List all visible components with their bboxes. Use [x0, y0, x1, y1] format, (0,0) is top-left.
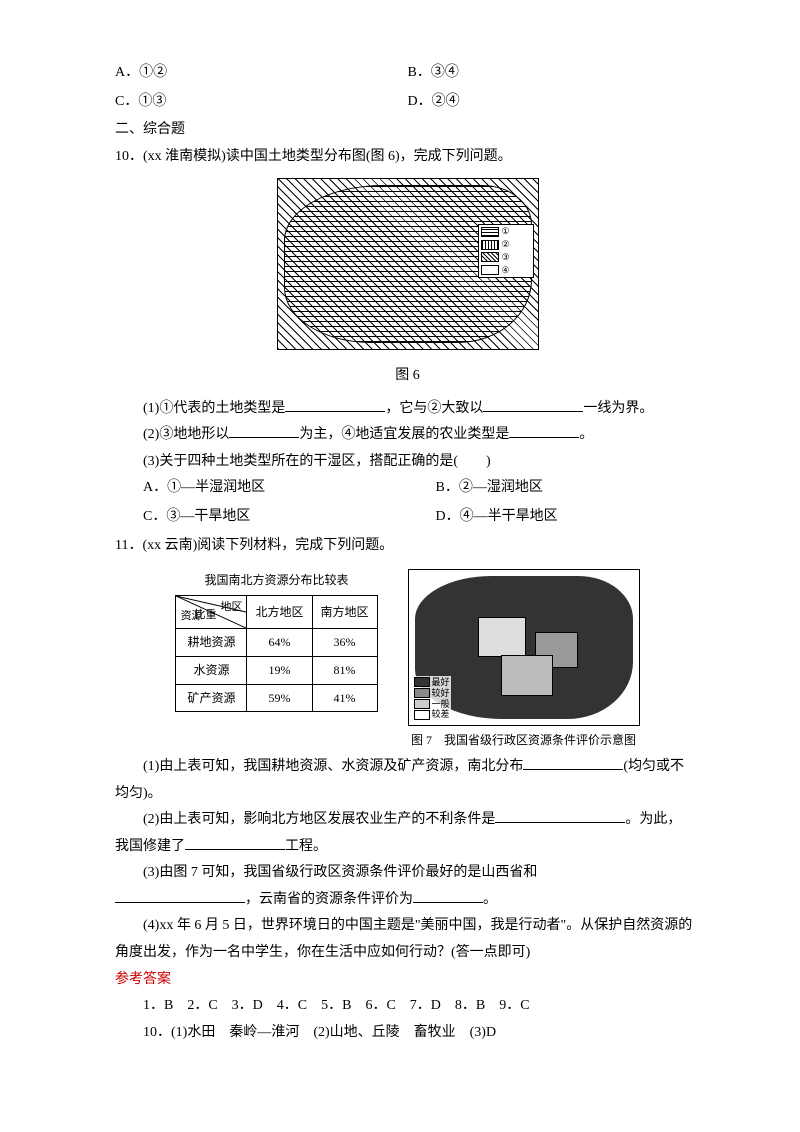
- q11-part3: (3)由图 7 可知，我国省级行政区资源条件评价最好的是山西省和: [115, 860, 700, 887]
- table-row: 矿产资源 59% 41%: [176, 684, 377, 712]
- blank: [185, 835, 285, 850]
- blank: [523, 755, 623, 770]
- figure-7-caption: 图 7 我国省级行政区资源条件评价示意图: [408, 729, 640, 752]
- q11-part3b: ，云南省的资源条件评价为。: [115, 887, 700, 914]
- province-resource-map: 最好 较好 一般 较差: [408, 569, 640, 726]
- section-2-title: 二、综合题: [115, 117, 700, 144]
- q11-part2b: 我国修建了工程。: [115, 834, 700, 861]
- legend-2: ②: [502, 239, 510, 250]
- map2-legend: 最好 较好 一般 较差: [413, 676, 451, 721]
- answers-title: 参考答案: [115, 967, 700, 994]
- blank: [115, 888, 245, 903]
- q11-part2: (2)由上表可知，影响北方地区发展农业生产的不利条件是。为此，: [115, 807, 700, 834]
- q11-part4: (4)xx 年 6 月 5 日，世界环境日的中国主题是"美丽中国，我是行动者"。…: [115, 913, 700, 966]
- q10-choices-row-1: A．①—半湿润地区 B．②—湿润地区: [115, 475, 700, 502]
- table-row: 耕地资源 64% 36%: [176, 628, 377, 656]
- q10-part2: (2)③地地形以为主，④地适宜发展的农业类型是。: [115, 422, 700, 449]
- resource-table: 地区 比重 资源 北方地区 南方地区 耕地资源 64% 36% 水资源 19% …: [175, 595, 377, 712]
- q10-choices-row-2: C．③—干旱地区 D．④—半干旱地区: [115, 504, 700, 531]
- figure-7-wrap: 最好 较好 一般 较差 图 7 我国省级行政区资源条件评价示意图: [408, 569, 640, 752]
- answers-line2: 10．(1)水田 秦岭—淮河 (2)山地、丘陵 畜牧业 (3)D: [115, 1020, 700, 1047]
- q10-stem: 10．(xx 淮南模拟)读中国土地类型分布图(图 6)，完成下列问题。: [115, 144, 700, 171]
- choice-a: A．①②: [115, 60, 408, 87]
- col-south: 南方地区: [312, 595, 377, 628]
- q11-part1: (1)由上表可知，我国耕地资源、水资源及矿产资源，南北分布(均匀或不: [115, 754, 700, 781]
- china-land-type-map: ① ② ③ ④: [277, 178, 539, 350]
- blank: [509, 423, 579, 438]
- legend-1: ①: [502, 226, 510, 237]
- blank: [285, 397, 385, 412]
- prev-choices-row-1: A．①② B．③④: [115, 60, 700, 87]
- q10-part1: (1)①代表的土地类型是，它与②大致以一线为界。: [115, 396, 700, 423]
- q11-stem: 11．(xx 云南)阅读下列材料，完成下列问题。: [115, 533, 700, 560]
- exam-page: A．①② B．③④ C．①③ D．②④ 二、综合题 10．(xx 淮南模拟)读中…: [0, 0, 800, 1132]
- q10-choice-b: B．②—湿润地区: [408, 475, 701, 502]
- blank: [229, 423, 299, 438]
- answers-line1: 1．B 2．C 3．D 4．C 5．B 6．C 7．D 8．B 9．C: [115, 993, 700, 1020]
- table-title: 我国南北方资源分布比较表: [175, 569, 377, 592]
- table-row: 水资源 19% 81%: [176, 656, 377, 684]
- diag-header: 地区 比重 资源: [176, 595, 247, 628]
- figure-6-caption: 图 6: [115, 363, 700, 390]
- q10-part3: (3)关于四种土地类型所在的干湿区，搭配正确的是( ): [115, 449, 700, 476]
- q10-choice-a: A．①—半湿润地区: [115, 475, 408, 502]
- blank: [413, 888, 483, 903]
- q10-choice-d: D．④—半干旱地区: [408, 504, 701, 531]
- choice-b: B．③④: [408, 60, 701, 87]
- choice-c: C．①③: [115, 89, 408, 116]
- resource-table-wrap: 我国南北方资源分布比较表 地区 比重 资源 北方地区 南方地区 耕地资源 64%…: [175, 569, 377, 712]
- choice-d: D．②④: [408, 89, 701, 116]
- q11-materials: 我国南北方资源分布比较表 地区 比重 资源 北方地区 南方地区 耕地资源 64%…: [115, 569, 700, 752]
- blank: [495, 808, 625, 823]
- legend-4: ④: [502, 265, 510, 276]
- q11-part1b: 均匀)。: [115, 781, 700, 808]
- blank: [483, 397, 583, 412]
- q10-choice-c: C．③—干旱地区: [115, 504, 408, 531]
- prev-choices-row-2: C．①③ D．②④: [115, 89, 700, 116]
- map-legend: ① ② ③ ④: [478, 224, 534, 277]
- col-north: 北方地区: [247, 595, 312, 628]
- legend-3: ③: [502, 252, 510, 263]
- figure-6: ① ② ③ ④ 图 6: [115, 178, 700, 389]
